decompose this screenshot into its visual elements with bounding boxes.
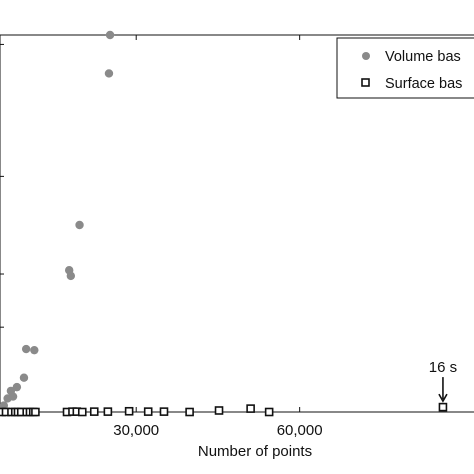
- volume-point: [30, 345, 39, 355]
- surface-point: [159, 407, 169, 416]
- x-tick-label: 30,000: [113, 422, 159, 439]
- volume-point: [21, 344, 31, 354]
- legend-box: [336, 37, 474, 99]
- surface-point: [438, 402, 448, 412]
- legend: Volume bas Surface bas: [336, 37, 474, 99]
- surface-point: [143, 407, 153, 416]
- volume-point: [66, 271, 76, 281]
- surface-point: [124, 406, 134, 416]
- legend-marker-volume: [362, 52, 370, 60]
- surface-point: [103, 407, 113, 416]
- data-marks: [0, 30, 448, 417]
- legend-marker-surface: [361, 78, 370, 87]
- volume-point: [12, 382, 22, 392]
- volume-point: [105, 30, 115, 40]
- surface-point: [31, 407, 40, 417]
- surface-point: [185, 407, 194, 417]
- volume-point: [104, 69, 114, 78]
- volume-point: [19, 373, 29, 382]
- x-axis-label: Number of points: [198, 443, 312, 460]
- volume-point: [8, 392, 18, 401]
- volume-point: [75, 220, 84, 230]
- legend-label-volume: Volume bas: [385, 49, 461, 65]
- surface-point: [77, 407, 87, 417]
- legend-label-surface: Surface bas: [385, 76, 462, 92]
- annotation-label: 16 s: [429, 359, 457, 376]
- surface-point: [246, 404, 255, 413]
- x-tick-label: 60,000: [277, 422, 323, 439]
- x-ticks: 30,000 60,000: [113, 35, 323, 439]
- surface-point: [214, 406, 224, 415]
- surface-point: [264, 407, 274, 417]
- surface-point: [89, 407, 99, 416]
- annotation-arrow-head: [438, 393, 448, 403]
- annotations: 16 s: [429, 359, 457, 403]
- volume-point: [0, 401, 9, 410]
- y-ticks: [0, 43, 4, 328]
